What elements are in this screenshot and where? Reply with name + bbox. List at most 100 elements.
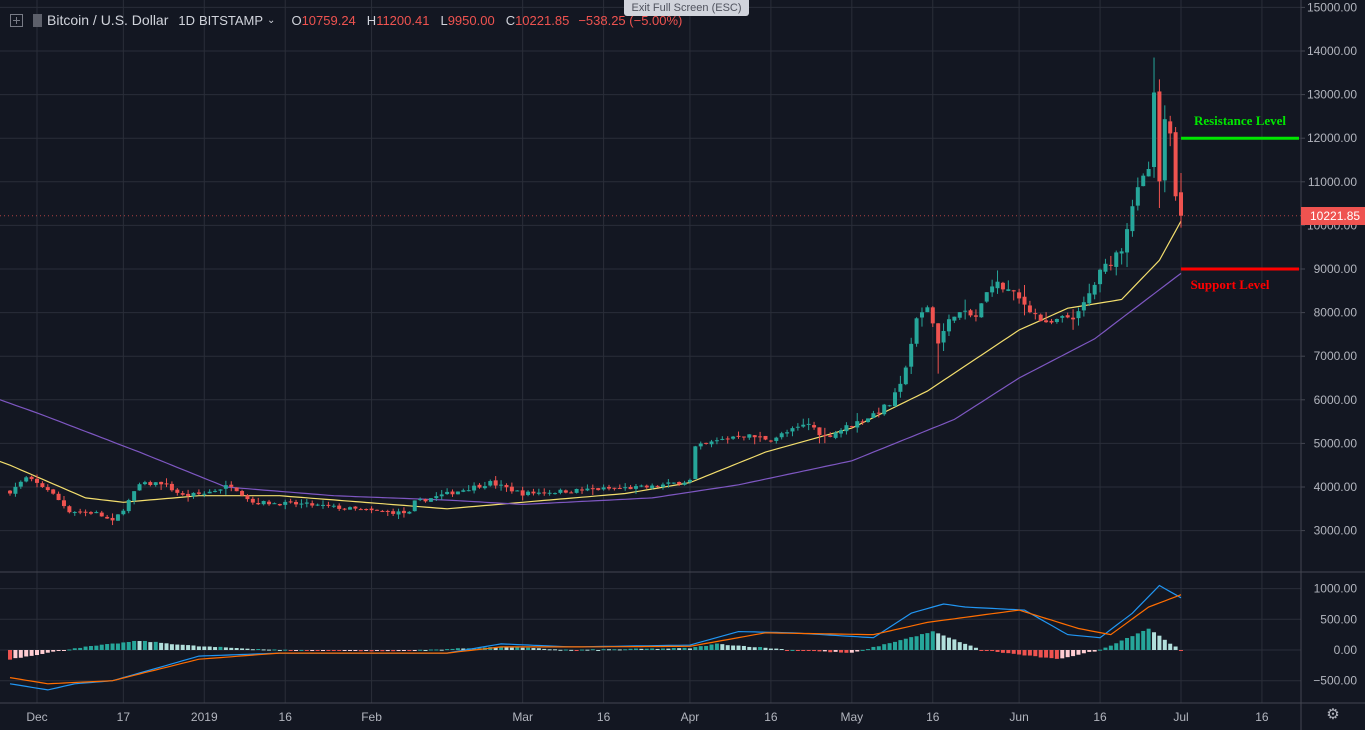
- candle-body: [1092, 284, 1097, 295]
- chevron-down-icon[interactable]: ⌄: [267, 14, 276, 26]
- histogram-bar: [671, 648, 676, 650]
- ma-line-slow: [0, 272, 1182, 506]
- histogram-bar: [407, 650, 412, 652]
- histogram-bar: [1162, 639, 1167, 650]
- histogram-bar: [428, 649, 433, 651]
- candle-body: [105, 516, 110, 519]
- candle: [714, 437, 719, 445]
- add-symbol-icon[interactable]: [10, 13, 23, 27]
- histogram-bar: [623, 649, 628, 651]
- histogram-bar: [180, 644, 185, 650]
- histogram-bar: [849, 650, 854, 653]
- candle: [245, 494, 250, 502]
- histogram-bar: [925, 633, 930, 650]
- candle-body: [871, 413, 876, 419]
- histogram-bar: [288, 650, 293, 651]
- histogram-bar: [159, 642, 164, 650]
- candle: [1108, 255, 1113, 271]
- candle-body: [261, 501, 266, 505]
- candle-body: [1049, 320, 1054, 323]
- candle: [1092, 282, 1097, 300]
- candle-body: [250, 498, 255, 503]
- x-tick-label: Feb: [361, 710, 382, 724]
- candle: [83, 509, 88, 517]
- interval-label[interactable]: 1D: [178, 12, 195, 28]
- y-tick-label: 12000.00: [1307, 131, 1357, 145]
- candle: [358, 507, 363, 511]
- candle-body: [623, 487, 628, 489]
- candle-body: [40, 483, 45, 488]
- candle: [1114, 250, 1119, 276]
- candle-body: [234, 487, 239, 492]
- candle: [698, 441, 703, 450]
- candle: [731, 435, 736, 440]
- candle-body: [1152, 92, 1157, 168]
- candle: [660, 482, 665, 490]
- candle: [752, 435, 757, 445]
- candle-body: [650, 485, 655, 489]
- histogram-bar: [612, 649, 617, 651]
- x-tick-label: 16: [1093, 710, 1107, 724]
- candle: [191, 492, 196, 499]
- histogram-bar: [132, 640, 137, 650]
- candle-body: [687, 479, 692, 483]
- histogram-bar: [1038, 650, 1043, 658]
- candle: [18, 480, 23, 489]
- candle: [774, 436, 779, 444]
- histogram-bar: [35, 650, 39, 656]
- candle-body: [590, 488, 595, 490]
- histogram-bar: [871, 646, 876, 650]
- candle-body: [61, 500, 66, 507]
- candle-body: [434, 496, 439, 499]
- candle-body: [78, 511, 83, 513]
- gear-icon[interactable]: ⚙: [1326, 706, 1340, 723]
- candle-body: [240, 490, 245, 496]
- candle-body: [801, 424, 806, 427]
- histogram-bar: [401, 650, 406, 651]
- candle-body: [294, 501, 299, 505]
- candle: [186, 489, 191, 502]
- candle-body: [223, 485, 228, 489]
- candle: [1152, 57, 1157, 178]
- candle: [455, 491, 460, 495]
- candle: [553, 492, 558, 495]
- candle: [887, 404, 892, 407]
- candle: [445, 488, 450, 495]
- candle-body: [833, 432, 838, 438]
- candle: [1125, 223, 1130, 267]
- candle-body: [1141, 175, 1146, 187]
- candle: [682, 480, 687, 486]
- candle-body: [628, 486, 633, 490]
- histogram-bar: [380, 650, 385, 652]
- candle: [639, 484, 644, 488]
- candle-body: [887, 405, 892, 407]
- candle-body: [828, 435, 833, 437]
- candle: [142, 480, 147, 486]
- candle-body: [763, 435, 768, 440]
- candle-body: [115, 514, 120, 521]
- candle-body: [1011, 290, 1016, 292]
- candle: [321, 500, 325, 509]
- candle-body: [374, 509, 379, 511]
- x-tick-label: 16: [597, 710, 611, 724]
- histogram-bar: [358, 650, 363, 652]
- candle-body: [1022, 296, 1027, 305]
- candle-body: [256, 502, 261, 505]
- candle-body: [526, 491, 531, 496]
- x-tick-label: 2019: [191, 710, 218, 724]
- candle: [633, 484, 638, 494]
- candle-body: [569, 492, 574, 494]
- candle: [898, 375, 903, 398]
- candle: [574, 488, 579, 494]
- candle: [374, 509, 379, 511]
- histogram-bar: [1044, 650, 1049, 658]
- candle-body: [169, 483, 174, 491]
- histogram-bar: [391, 650, 396, 652]
- symbol-name[interactable]: Bitcoin / U.S. Dollar: [47, 12, 169, 28]
- candle: [876, 407, 881, 418]
- exit-fullscreen-button[interactable]: Exit Full Screen (ESC): [624, 0, 749, 16]
- histogram-bar: [493, 647, 498, 650]
- histogram-bar: [223, 647, 228, 650]
- histogram-bar: [1173, 646, 1178, 650]
